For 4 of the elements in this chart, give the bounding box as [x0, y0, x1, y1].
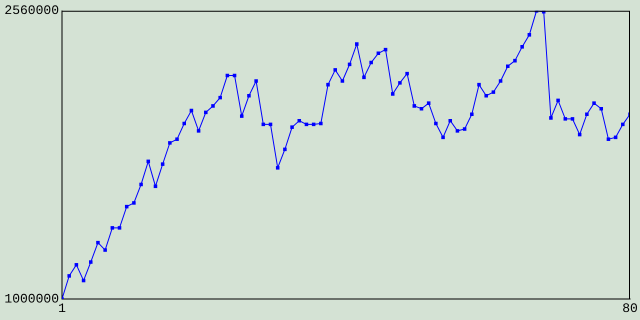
y-tick-label: 1000000 — [4, 291, 59, 306]
x-tick-label: 80 — [622, 301, 638, 316]
y-tick-label: 2560000 — [4, 3, 59, 18]
x-tick-label: 1 — [58, 301, 66, 316]
